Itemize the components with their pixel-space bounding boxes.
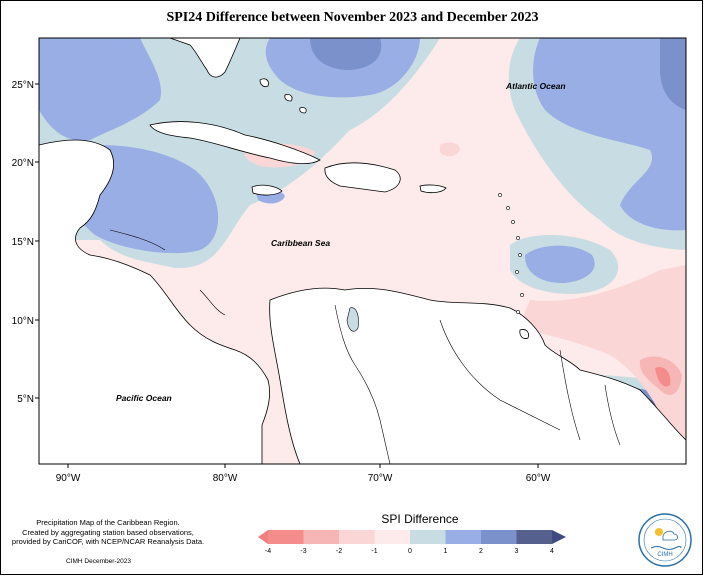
- lon-tick-marks: [67, 464, 539, 468]
- wave-icon: [650, 546, 682, 550]
- land-central-america: [39, 139, 270, 464]
- colorbar-cell: [516, 530, 552, 544]
- border-guyana: [559, 349, 581, 441]
- colorbar-cell: [410, 530, 446, 544]
- land-florida: [169, 38, 241, 78]
- island: [506, 206, 510, 210]
- logo-inner-ring: [643, 518, 687, 562]
- island: [511, 220, 515, 224]
- lon-label-80w: 80°W: [213, 473, 238, 484]
- map-frame: [38, 37, 687, 465]
- colorbar-tick-label: -3: [300, 548, 306, 555]
- lake-maracaibo: [346, 307, 359, 332]
- credit-footer: CIMH December-2023: [66, 558, 132, 565]
- island: [520, 293, 524, 297]
- credit-line-1: Precipitation Map of the Caribbean Regio…: [36, 518, 180, 527]
- colorbar: -4 -3 -2 -1 0 1 2 3 4: [258, 530, 566, 555]
- sun-icon: [655, 528, 663, 536]
- colorbar-tick-label: -4: [265, 548, 271, 555]
- colorbar-tick-label: 3: [515, 548, 519, 555]
- island: [516, 310, 520, 314]
- logo-text: CIMH: [657, 552, 672, 558]
- label-caribbean-sea: Caribbean Sea: [271, 238, 330, 248]
- field-mid-blue-bahamas: [310, 38, 382, 70]
- land-hispaniola: [324, 162, 401, 193]
- colorbar-high-arrow: [552, 530, 566, 544]
- field-blue-gulf: [39, 38, 161, 141]
- legend-title: SPI Difference: [381, 512, 459, 526]
- borders: [109, 229, 621, 464]
- island: [498, 193, 502, 197]
- lat-label-20n: 20°N: [12, 158, 34, 169]
- land-jamaica: [251, 184, 283, 196]
- land-trinidad: [519, 329, 529, 339]
- land-bahamas-1: [259, 78, 269, 88]
- credit-line-2: Created by aggregating station based obs…: [22, 527, 194, 537]
- border-suriname: [604, 384, 621, 446]
- field-blue-east-caribbean: [524, 245, 595, 284]
- colorbar-cell: [339, 530, 375, 544]
- label-atlantic-ocean: Atlantic Ocean: [505, 81, 566, 91]
- lesser-antilles: [498, 193, 524, 314]
- field-red-core: [655, 366, 671, 387]
- land: [39, 38, 686, 464]
- border-venezuela-brazil: [439, 319, 561, 431]
- cloud-icon: [662, 530, 678, 541]
- border-central-2: [109, 229, 166, 251]
- lon-label-90w: 90°W: [56, 473, 81, 484]
- lat-label-15n: 15°N: [12, 237, 34, 248]
- land-cuba: [149, 121, 321, 164]
- lon-label-70w: 70°W: [368, 473, 393, 484]
- credit-text: Precipitation Map of the Caribbean Regio…: [8, 518, 208, 547]
- border-central-1: [199, 289, 226, 316]
- colorbar-tick-label: -2: [336, 548, 342, 555]
- land-puerto-rico: [419, 184, 447, 194]
- map-title: SPI24 Difference between November 2023 a…: [166, 10, 539, 25]
- land-bahamas-3: [299, 107, 307, 114]
- lon-label-60w: 60°W: [526, 473, 551, 484]
- colorbar-low-arrow: [258, 530, 268, 544]
- field-mid-blue-ne-corner: [660, 38, 686, 110]
- colorbar-cell: [268, 530, 304, 544]
- colorbar-cell: [374, 530, 410, 544]
- cimh-logo: CIMH: [638, 513, 692, 567]
- land-south-america: [269, 287, 686, 464]
- lat-label-5n: 5°N: [17, 394, 34, 405]
- island: [515, 270, 519, 274]
- colorbar-cell: [303, 530, 339, 544]
- label-pacific-ocean: Pacific Ocean: [116, 393, 172, 403]
- field-pink-southeast: [520, 265, 686, 464]
- lat-label-25n: 25°N: [12, 80, 34, 91]
- lat-label-10n: 10°N: [12, 316, 34, 327]
- colorbar-cell: [481, 530, 517, 544]
- border-colombia-venezuela: [334, 304, 391, 464]
- colorbar-cells: [268, 530, 552, 544]
- lat-tick-marks: [35, 83, 39, 399]
- colorbar-cell: [445, 530, 481, 544]
- colorbar-tick-label: 4: [550, 548, 554, 555]
- colorbar-tick-label: 2: [479, 548, 483, 555]
- land-bahamas-2: [284, 94, 293, 102]
- field-blue-atlantic: [533, 38, 686, 231]
- island: [516, 236, 520, 240]
- colorbar-tick-label: -1: [371, 548, 377, 555]
- colorbar-tick-label: 1: [444, 548, 448, 555]
- credit-line-3: provided by CariCOF, with NCEP/NCAR Rean…: [11, 537, 205, 546]
- island: [518, 253, 522, 257]
- field-pink-small: [440, 142, 460, 157]
- colorbar-tick-label: 0: [408, 548, 412, 555]
- colorbar-ticks: -4 -3 -2 -1 0 1 2 3 4: [265, 548, 554, 555]
